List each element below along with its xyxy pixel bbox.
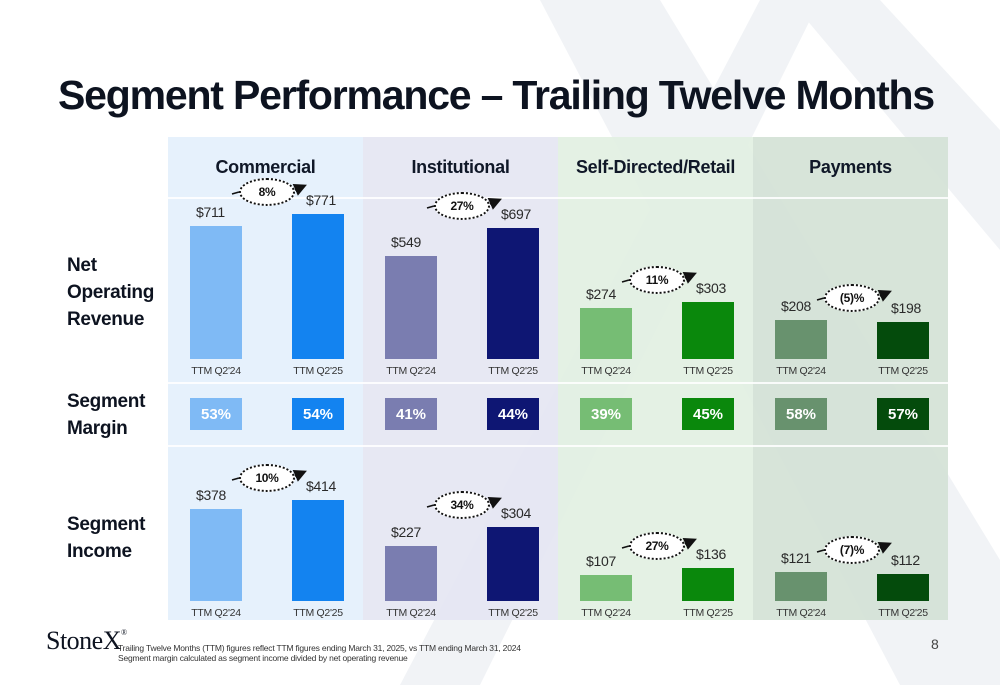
row-divider: [753, 382, 948, 384]
nor-bar-payments-prior: [775, 320, 827, 359]
nor-change-bubble: (5)%: [824, 284, 880, 312]
income-bar-institutional-current: [487, 527, 539, 601]
margin-box-self_directed-current: 45%: [682, 398, 734, 430]
nor-change-bubble: 11%: [629, 266, 685, 294]
income-change-bubble: 10%: [239, 464, 295, 492]
income-change-bubble: (7)%: [824, 536, 880, 564]
nor-x-label: TTM Q2'24: [191, 365, 241, 377]
nor-bar-commercial-current: [292, 214, 344, 359]
income-value-label: $378: [196, 487, 226, 503]
row-label-net-operating-revenue: Net Operating Revenue: [67, 252, 154, 333]
nor-value-label: $711: [196, 204, 225, 220]
income-change-bubble: 27%: [629, 532, 685, 560]
nor-bar-self_directed-current: [682, 302, 734, 359]
nor-bar-self_directed-prior: [580, 308, 632, 359]
column-header-commercial: Commercial: [215, 157, 316, 177]
income-bar-payments-current: [877, 574, 929, 601]
income-bar-payments-prior: [775, 572, 827, 601]
logo-text: StoneX: [46, 626, 122, 655]
income-value-label: $304: [501, 505, 531, 521]
nor-value-label: $549: [391, 234, 421, 250]
margin-box-payments-current: 57%: [877, 398, 929, 430]
row-label-line: Segment: [67, 514, 146, 535]
row-divider: [363, 382, 558, 384]
nor-value-label: $208: [781, 298, 811, 314]
row-label-segment-income: Segment Income: [67, 511, 145, 565]
nor-x-label: TTM Q2'25: [683, 365, 733, 377]
margin-box-institutional-prior: 41%: [385, 398, 437, 430]
income-change-bubble: 34%: [434, 491, 490, 519]
row-label-line: Net: [67, 255, 97, 276]
page-number: 8: [931, 636, 939, 652]
income-value-label: $112: [891, 552, 920, 568]
nor-value-label: $771: [306, 192, 336, 208]
nor-x-label: TTM Q2'24: [776, 365, 826, 377]
nor-value-label: $274: [586, 286, 616, 302]
nor-x-label: TTM Q2'24: [581, 365, 631, 377]
income-value-label: $227: [391, 524, 421, 540]
nor-value-label: $697: [501, 206, 531, 222]
income-value-label: $414: [306, 478, 336, 494]
income-x-label: TTM Q2'25: [293, 607, 343, 619]
row-divider: [168, 382, 363, 384]
income-x-label: TTM Q2'25: [488, 607, 538, 619]
income-x-label: TTM Q2'24: [191, 607, 241, 619]
income-x-label: TTM Q2'24: [581, 607, 631, 619]
row-label-line: Income: [67, 541, 132, 562]
income-bar-self_directed-prior: [580, 575, 632, 601]
nor-x-label: TTM Q2'25: [293, 365, 343, 377]
nor-bar-payments-current: [877, 322, 929, 359]
nor-value-label: $198: [891, 300, 921, 316]
income-x-label: TTM Q2'24: [386, 607, 436, 619]
nor-bar-institutional-current: [487, 228, 539, 359]
row-label-line: Operating: [67, 282, 155, 303]
nor-x-label: TTM Q2'24: [386, 365, 436, 377]
nor-change-bubble: 8%: [239, 178, 295, 206]
row-divider: [558, 197, 753, 199]
logo-registered-mark: ®: [121, 628, 127, 637]
margin-box-self_directed-prior: 39%: [580, 398, 632, 430]
nor-x-label: TTM Q2'25: [878, 365, 928, 377]
margin-box-commercial-prior: 53%: [190, 398, 242, 430]
slide-title: Segment Performance – Trailing Twelve Mo…: [58, 72, 935, 118]
income-x-label: TTM Q2'24: [776, 607, 826, 619]
row-divider: [558, 382, 753, 384]
nor-change-bubble: 27%: [434, 192, 490, 220]
row-label-line: Segment: [67, 391, 146, 412]
income-bar-institutional-prior: [385, 546, 437, 601]
row-divider: [168, 445, 363, 447]
nor-bar-commercial-prior: [190, 226, 242, 359]
income-bar-self_directed-current: [682, 568, 734, 601]
income-bar-commercial-prior: [190, 509, 242, 601]
row-divider: [753, 445, 948, 447]
column-header-institutional: Institutional: [411, 157, 510, 177]
row-label-segment-margin: Segment Margin: [67, 388, 145, 442]
nor-value-label: $303: [696, 280, 726, 296]
footnote-margin: Segment margin calculated as segment inc…: [118, 653, 408, 663]
row-label-line: Revenue: [67, 309, 145, 330]
margin-box-institutional-current: 44%: [487, 398, 539, 430]
margin-box-payments-prior: 58%: [775, 398, 827, 430]
row-divider: [558, 445, 753, 447]
margin-box-commercial-current: 54%: [292, 398, 344, 430]
income-value-label: $136: [696, 546, 726, 562]
income-value-label: $121: [781, 550, 811, 566]
income-x-label: TTM Q2'25: [878, 607, 928, 619]
column-header-self_directed: Self-Directed/Retail: [575, 157, 736, 177]
nor-bar-institutional-prior: [385, 256, 437, 359]
row-label-line: Margin: [67, 418, 128, 439]
footnote-ttm: Trailing Twelve Months (TTM) figures ref…: [118, 643, 521, 653]
income-x-label: TTM Q2'25: [683, 607, 733, 619]
income-bar-commercial-current: [292, 500, 344, 601]
income-value-label: $107: [586, 553, 616, 569]
nor-x-label: TTM Q2'25: [488, 365, 538, 377]
row-divider: [363, 445, 558, 447]
column-header-payments: Payments: [809, 157, 892, 177]
stonex-logo: StoneX®: [46, 626, 127, 656]
row-divider: [753, 197, 948, 199]
